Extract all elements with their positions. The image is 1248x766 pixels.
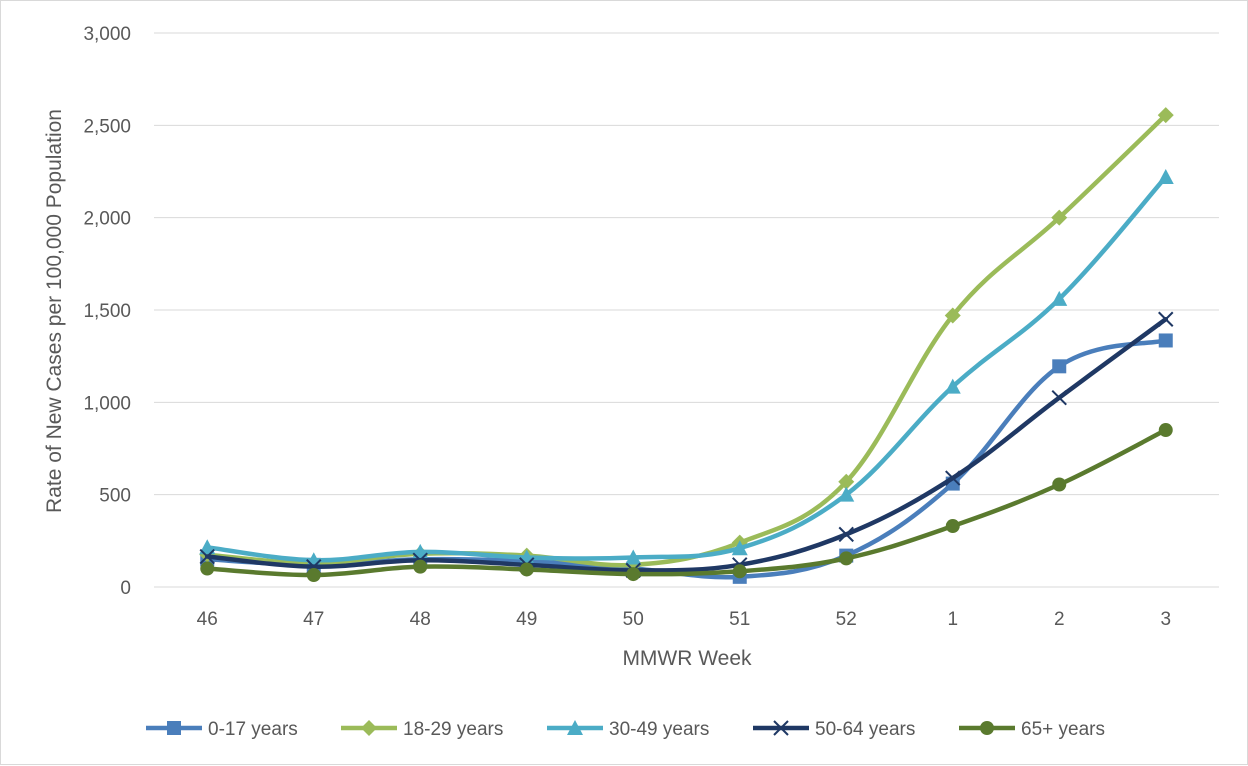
legend-item: 50-64 years <box>753 719 915 740</box>
series-line <box>205 427 1168 578</box>
data-point <box>944 378 961 394</box>
data-point <box>519 562 534 577</box>
legend-item: 0-17 years <box>146 719 298 740</box>
legend-item: 65+ years <box>959 719 1105 740</box>
data-point <box>731 540 748 556</box>
data-point <box>1052 359 1067 374</box>
legend-swatch-marker <box>980 721 994 735</box>
x-tick-label: 50 <box>623 609 644 630</box>
data-point <box>199 539 216 555</box>
legend-swatch-marker <box>773 720 789 736</box>
legend-label: 18-29 years <box>403 719 503 740</box>
data-point <box>732 564 747 579</box>
x-tick-label: 1 <box>947 609 958 630</box>
y-tick-label: 500 <box>99 486 131 507</box>
y-tick-label: 2,000 <box>83 209 131 230</box>
legend-label: 30-49 years <box>609 719 709 740</box>
data-point <box>945 470 961 486</box>
x-tick-label: 2 <box>1054 609 1065 630</box>
series-line <box>205 338 1168 580</box>
data-point <box>1157 107 1174 124</box>
data-point <box>306 567 321 582</box>
series-line <box>205 174 1168 563</box>
data-point <box>838 486 855 502</box>
x-axis-ticks: 46 47 48 49 50 51 52 1 2 3 <box>197 609 1171 630</box>
data-point <box>1158 333 1173 348</box>
legend-label: 0-17 years <box>208 719 298 740</box>
y-tick-label: 0 <box>120 578 131 599</box>
data-point <box>625 549 642 565</box>
data-point <box>1051 390 1067 406</box>
data-point <box>1051 290 1068 306</box>
data-point <box>200 561 215 576</box>
y-axis-title: Rate of New Cases per 100,000 Population <box>43 109 66 513</box>
y-tick-label: 1,000 <box>83 393 131 414</box>
data-point <box>413 559 428 574</box>
series-lines <box>199 107 1174 584</box>
data-point <box>945 519 960 534</box>
series-0 <box>200 333 1173 584</box>
x-tick-label: 48 <box>410 609 431 630</box>
legend-item: 30-49 years <box>547 719 709 740</box>
data-point <box>838 526 854 543</box>
y-axis-ticks: 0 500 1,000 1,500 2,000 2,500 3,000 <box>83 24 131 599</box>
x-tick-label: 49 <box>516 609 537 630</box>
legend-swatch-marker <box>567 720 583 735</box>
x-tick-label: 47 <box>303 609 324 630</box>
series-2 <box>199 169 1174 568</box>
legend-swatch-marker <box>167 721 181 735</box>
legend-item: 18-29 years <box>341 719 503 740</box>
data-point <box>1052 477 1067 492</box>
data-point <box>839 551 854 566</box>
x-axis-title: MMWR Week <box>622 647 752 670</box>
y-tick-label: 1,500 <box>83 301 131 322</box>
legend-swatch-marker <box>361 720 377 736</box>
series-1 <box>199 107 1174 573</box>
data-point <box>1157 169 1174 185</box>
y-tick-label: 2,500 <box>83 116 131 137</box>
series-3 <box>199 311 1174 579</box>
data-point <box>1158 423 1173 438</box>
data-point <box>838 473 855 490</box>
series-line <box>205 112 1168 568</box>
data-point <box>199 548 215 565</box>
x-tick-label: 46 <box>197 609 218 630</box>
x-tick-label: 3 <box>1160 609 1171 630</box>
series-4 <box>200 423 1173 582</box>
legend: 0-17 years 18-29 years 30-49 years 50-64 ye… <box>146 719 1105 740</box>
series-line <box>205 316 1168 573</box>
x-tick-label: 51 <box>729 609 750 630</box>
data-point <box>626 567 641 582</box>
data-point <box>1158 311 1174 327</box>
legend-label: 50-64 years <box>815 719 915 740</box>
data-point <box>1051 209 1068 226</box>
data-point <box>944 307 961 324</box>
x-tick-label: 52 <box>836 609 857 630</box>
legend-label: 65+ years <box>1021 719 1105 740</box>
gridlines <box>154 32 1219 588</box>
y-tick-label: 3,000 <box>83 24 131 45</box>
